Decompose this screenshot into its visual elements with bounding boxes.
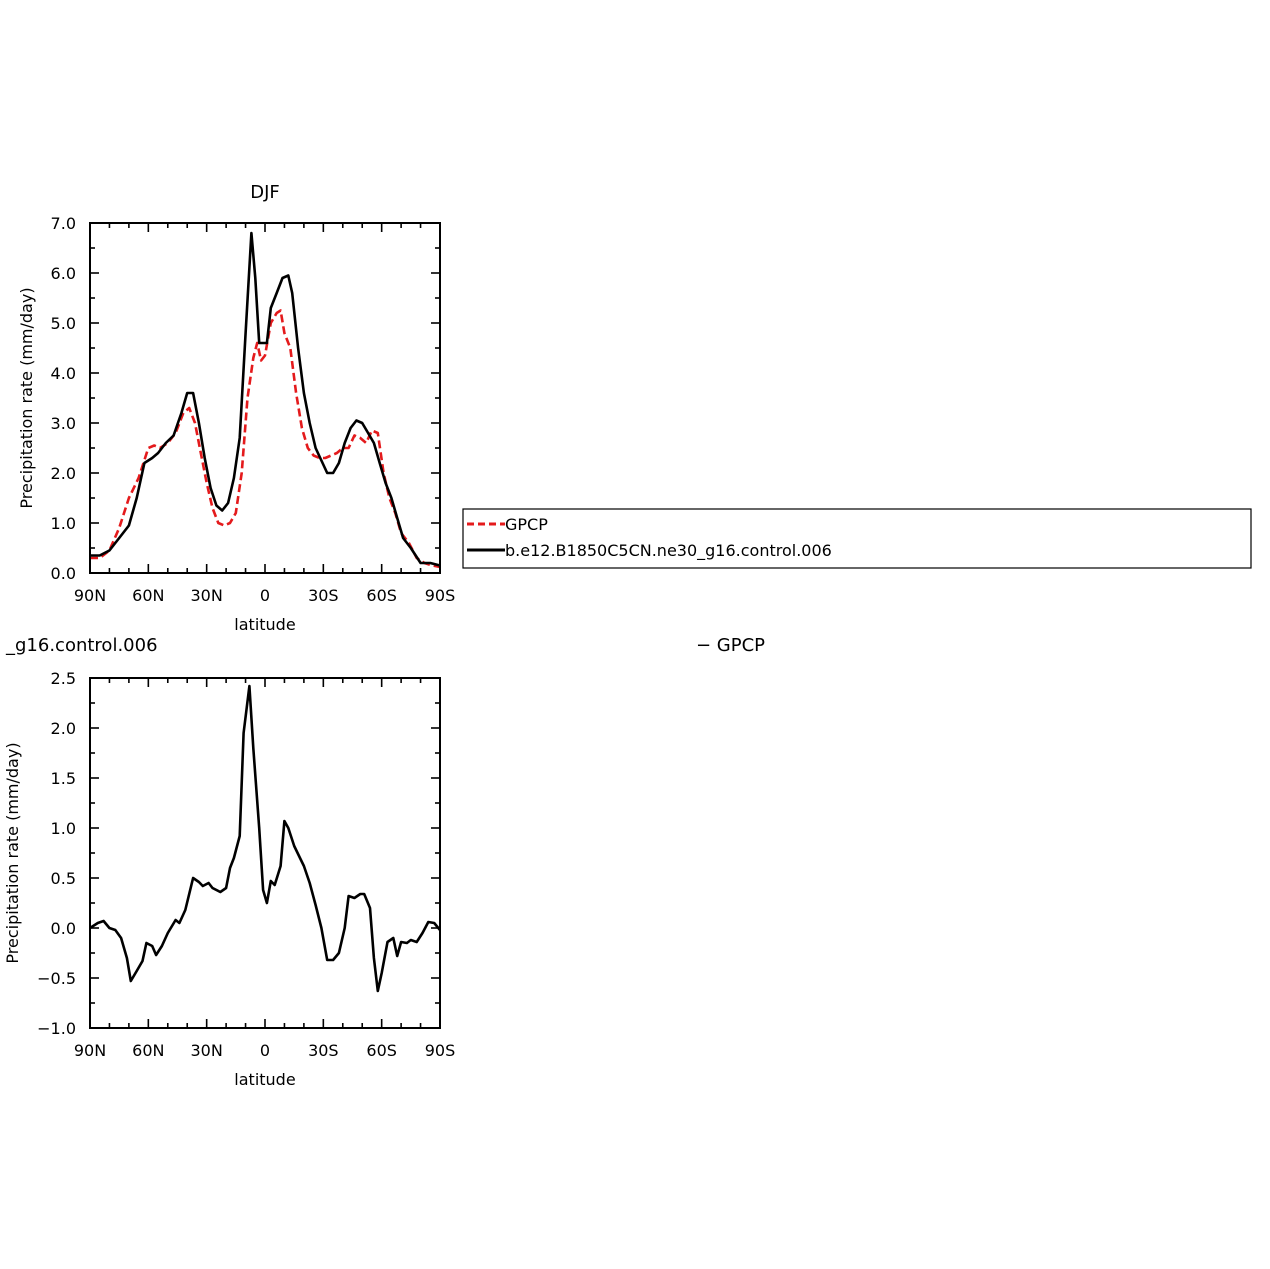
bottom-chart-ytick-label: 1.5 xyxy=(51,769,76,788)
bottom-chart-xtick-label: 60N xyxy=(132,1041,164,1060)
bottom-chart-xtick-label: 60S xyxy=(366,1041,397,1060)
bottom-chart-ytick-label: 1.0 xyxy=(51,819,76,838)
legend: GPCP b.e12.B1850C5CN.ne30_g16.control.00… xyxy=(462,508,1252,569)
top-chart-series-line-0 xyxy=(90,309,441,569)
top-chart-xtick-label: 30N xyxy=(191,586,223,605)
bottom-chart-ticks xyxy=(89,677,441,1029)
top-chart-series-line-1 xyxy=(90,231,441,567)
top-chart-xtick-label: 60N xyxy=(132,586,164,605)
top-chart-xtick-label: 0 xyxy=(260,586,270,605)
top-chart: DJF Precipitation rate (mm/day) latitude… xyxy=(17,182,455,634)
legend-entry-model: b.e12.B1850C5CN.ne30_g16.control.006 xyxy=(467,541,832,561)
bottom-chart-xtick-label: 90S xyxy=(425,1041,456,1060)
top-chart-ytick-label: 2.0 xyxy=(51,464,76,483)
bottom-chart-title-right: − GPCP xyxy=(696,635,765,656)
legend-label-gpcp: GPCP xyxy=(505,515,548,534)
bottom-chart-xtick-label: 30N xyxy=(191,1041,223,1060)
top-chart-frame xyxy=(89,222,441,574)
bottom-chart-xtick-label: 90N xyxy=(74,1041,106,1060)
bottom-chart-xlabel: latitude xyxy=(234,1070,295,1089)
bottom-chart-xtick-label: 30S xyxy=(308,1041,339,1060)
bottom-chart-ytick-label: −1.0 xyxy=(37,1019,76,1038)
top-chart-xtick-label: 60S xyxy=(366,586,397,605)
top-chart-ylabel: Precipitation rate (mm/day) xyxy=(17,287,36,508)
bottom-chart-xtick-label: 0 xyxy=(260,1041,270,1060)
top-chart-series xyxy=(90,231,441,569)
top-chart-tick-labels: 90N 60N 30N 0 30S 60S 90S 0.0 1.0 2.0 3.0 4.0 5.0 6.0… xyxy=(51,214,456,605)
bottom-chart-ytick-label: 2.5 xyxy=(51,669,76,688)
top-chart-ytick-label: 1.0 xyxy=(51,514,76,533)
bottom-chart-ytick-label: 0.0 xyxy=(51,919,76,938)
bottom-chart-ytick-label: 2.0 xyxy=(51,719,76,738)
legend-box xyxy=(462,508,1252,569)
top-chart-ytick-label: 5.0 xyxy=(51,314,76,333)
bottom-chart-title: _g16.control.006 xyxy=(5,635,158,656)
top-chart-ytick-label: 4.0 xyxy=(51,364,76,383)
bottom-chart-ylabel: Precipitation rate (mm/day) xyxy=(3,742,22,963)
bottom-chart-frame xyxy=(89,677,441,1029)
top-chart-ytick-label: 7.0 xyxy=(51,214,76,233)
top-chart-title: DJF xyxy=(250,182,280,203)
bottom-chart-tick-labels: 90N 60N 30N 0 30S 60S 90S −1.0 −0.5 0.0 0.5 1.0 1.5 2… xyxy=(37,669,455,1060)
legend-label-model: b.e12.B1850C5CN.ne30_g16.control.006 xyxy=(505,541,832,561)
top-chart-xlabel: latitude xyxy=(234,615,295,634)
bottom-chart-ytick-label: 0.5 xyxy=(51,869,76,888)
bottom-chart-series xyxy=(89,684,442,993)
bottom-chart-series-line-0 xyxy=(89,684,442,993)
bottom-chart: _g16.control.006 − GPCP Precipitation ra… xyxy=(3,635,765,1089)
top-chart-xtick-label: 30S xyxy=(308,586,339,605)
top-chart-ytick-label: 3.0 xyxy=(51,414,76,433)
top-chart-ytick-label: 6.0 xyxy=(51,264,76,283)
top-chart-ticks xyxy=(89,222,441,574)
legend-entry-gpcp: GPCP xyxy=(467,515,548,534)
top-chart-xtick-label: 90N xyxy=(74,586,106,605)
top-chart-ytick-label: 0.0 xyxy=(51,564,76,583)
top-chart-xtick-label: 90S xyxy=(425,586,456,605)
bottom-chart-ytick-label: −0.5 xyxy=(37,969,76,988)
